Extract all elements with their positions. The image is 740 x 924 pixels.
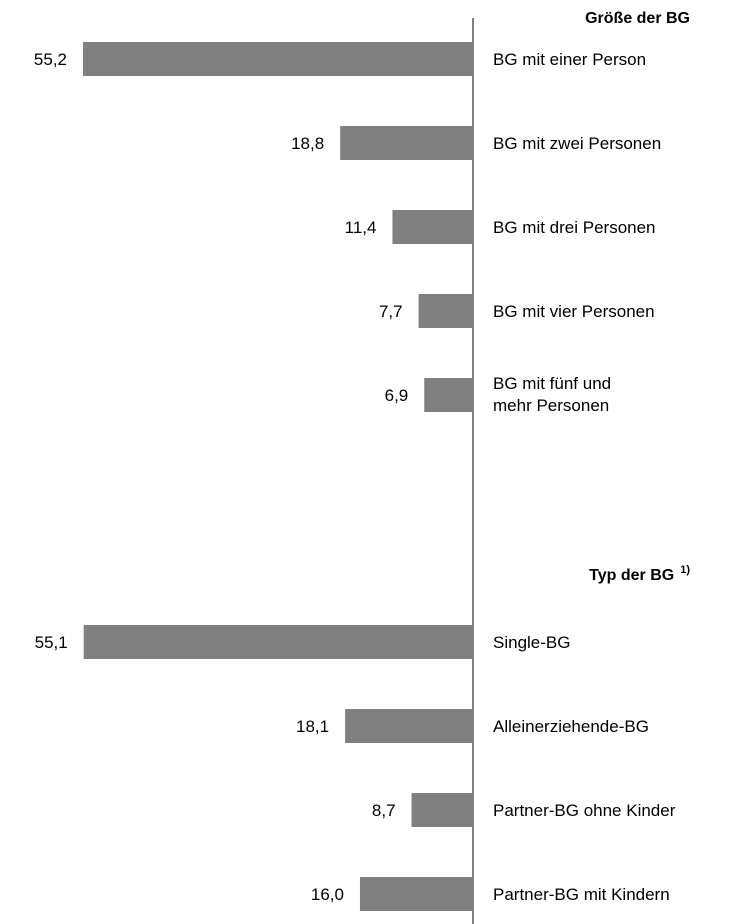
bar xyxy=(418,294,473,328)
chart-marks: Größe der BG 55,2 BG mit einer Person 18,8 B… xyxy=(34,10,690,911)
category-label: BG mit vier Personen xyxy=(493,302,655,321)
value-label: 7,7 xyxy=(379,302,403,321)
category-label: Alleinerziehende-BG xyxy=(493,717,649,736)
bar xyxy=(345,709,473,743)
section-title: Typ der BG 1) xyxy=(589,564,690,584)
bar xyxy=(83,42,473,76)
value-label: 8,7 xyxy=(372,801,396,820)
category-label: Partner-BG ohne Kinder xyxy=(493,801,676,820)
bar xyxy=(359,877,473,911)
value-label: 18,1 xyxy=(296,717,329,736)
category-label: BG mit drei Personen xyxy=(493,218,656,237)
footnote-marker: 1) xyxy=(680,564,690,576)
bar xyxy=(424,378,473,412)
bar xyxy=(340,126,473,160)
group-2: Typ der BG 1) 55,1 Single-BG 18,1 Alleinerzie… xyxy=(35,564,690,911)
category-label: BG mit einer Person xyxy=(493,50,646,69)
category-label: Partner-BG mit Kindern xyxy=(493,885,670,904)
bar xyxy=(392,210,473,244)
group-1: Größe der BG 55,2 BG mit einer Person 18,8 B… xyxy=(34,10,690,415)
value-label: 55,1 xyxy=(35,633,68,652)
category-label: Single-BG xyxy=(493,633,570,652)
category-label: BG mit fünf und mehr Personen xyxy=(493,374,611,415)
category-label: BG mit zwei Personen xyxy=(493,134,661,153)
value-label: 16,0 xyxy=(311,885,344,904)
bar xyxy=(83,625,474,659)
value-label: 11,4 xyxy=(345,218,377,237)
bar xyxy=(411,793,473,827)
value-label: 55,2 xyxy=(34,50,67,69)
section-title: Größe der BG xyxy=(585,10,690,27)
value-label: 18,8 xyxy=(291,134,324,153)
value-label: 6,9 xyxy=(385,386,409,405)
